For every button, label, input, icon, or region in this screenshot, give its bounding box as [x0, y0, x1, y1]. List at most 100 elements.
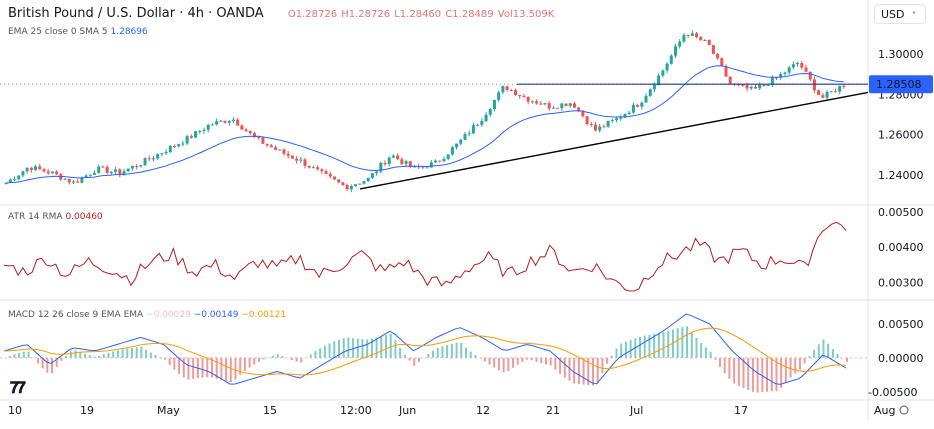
macd-histogram-bar: [352, 338, 355, 358]
macd-histogram-bar: [206, 357, 209, 378]
candle-body: [147, 158, 151, 160]
candle-body: [181, 143, 185, 145]
candle-body: [467, 133, 471, 135]
macd-histogram-bar: [761, 357, 764, 393]
candle-body: [716, 53, 720, 59]
macd-tick: -0.00500: [868, 386, 917, 399]
macd-histogram-bar: [662, 332, 665, 358]
candle-body: [690, 33, 694, 36]
candle-body: [838, 85, 842, 92]
candle-body: [109, 171, 113, 173]
candle-body: [488, 109, 492, 115]
macd-histogram-bar: [643, 335, 646, 358]
candle-body: [151, 158, 155, 160]
macd-histogram-bar: [41, 357, 44, 369]
atr-tick: 0.00300: [878, 276, 924, 289]
ohlc-open: O1.28726: [287, 9, 338, 20]
macd-histogram-bar: [154, 355, 157, 358]
candle-body: [442, 158, 446, 162]
macd-histogram-bar: [723, 357, 726, 374]
macd-histogram-bar: [8, 355, 11, 358]
macd-histogram-bar: [624, 341, 627, 358]
candle-body: [194, 131, 198, 138]
symbol-title[interactable]: British Pound / U.S. Dollar · 4h · OANDA: [8, 6, 264, 21]
atr-legend-label: ATR 14 RMA: [8, 212, 63, 222]
candle-body: [97, 166, 101, 173]
candle-body: [307, 165, 311, 168]
ema-legend[interactable]: EMA 25 close 0 SMA 5 1.28696: [8, 27, 148, 37]
time-label: 12: [476, 404, 490, 417]
candle-body: [514, 90, 518, 96]
candle-body: [434, 160, 438, 163]
candle-body: [800, 62, 804, 68]
tradingview-logo[interactable]: 𝟕𝟕: [10, 378, 26, 397]
macd-histogram-bar: [69, 351, 72, 358]
macd-histogram-bar: [427, 353, 430, 358]
macd-histogram-bar: [389, 333, 392, 358]
macd-histogram-bar: [149, 352, 152, 358]
macd-histogram-bar: [403, 354, 406, 358]
candle-body: [446, 154, 450, 159]
candle-body: [636, 104, 640, 107]
candle-body: [627, 112, 631, 115]
macd-histogram-bar: [178, 357, 181, 374]
macd-histogram-bar: [554, 357, 557, 370]
candle-body: [29, 167, 33, 171]
macd-histogram-bar: [817, 344, 820, 358]
macd-histogram-bar: [530, 357, 533, 361]
macd-histogram-bar: [337, 339, 340, 358]
candle-body: [530, 101, 534, 103]
macd-histogram-bar: [243, 357, 246, 371]
candle-body: [383, 162, 387, 165]
candle-body: [762, 85, 766, 87]
candle-body: [316, 167, 320, 170]
candle-body: [539, 103, 543, 105]
macd-histogram-bar: [79, 352, 82, 358]
candle-body: [640, 102, 644, 107]
macd-histogram-bar: [620, 343, 623, 358]
candle-body: [505, 86, 509, 91]
ohlc-close: C1.28489: [445, 9, 494, 20]
currency-label: USD: [881, 8, 905, 21]
currency-dropdown[interactable]: USD ˅: [874, 4, 926, 24]
atr-value: 0.00460: [65, 212, 103, 222]
atr-legend[interactable]: ATR 14 RMA 0.00460: [8, 212, 103, 222]
macd-histogram-bar: [394, 340, 397, 358]
ohlc-low: L1.28460: [394, 9, 442, 20]
candle-body: [257, 137, 261, 139]
candle-body: [459, 139, 463, 144]
macd-histogram-bar: [65, 355, 68, 358]
macd-histogram-bar: [606, 357, 609, 364]
chevron-down-icon: ˅: [912, 11, 917, 20]
candle-body: [354, 184, 358, 186]
trendline[interactable]: [359, 91, 869, 190]
macd-hist-value: −0.00029: [146, 310, 191, 320]
candle-body: [471, 125, 475, 134]
macd-histogram-bar: [460, 343, 463, 358]
symbol-legend: British Pound / U.S. Dollar · 4h · OANDA…: [8, 6, 554, 21]
macd-histogram-bar: [93, 356, 96, 358]
candle-body: [295, 158, 299, 161]
macd-histogram-bar: [474, 355, 477, 358]
macd-histogram-bar: [333, 341, 336, 358]
macd-histogram-bar: [808, 356, 811, 358]
candle-body: [93, 172, 97, 175]
macd-histogram-bar: [469, 351, 472, 358]
macd-histogram-bar: [225, 357, 228, 382]
candle-body: [711, 45, 715, 54]
candle-body: [231, 119, 235, 122]
candle-body: [581, 110, 585, 117]
candle-body: [631, 104, 635, 113]
macd-histogram-bar: [756, 357, 759, 393]
macd-histogram-bar: [803, 357, 806, 364]
settings-icon[interactable]: [899, 405, 909, 415]
macd-histogram-bar: [361, 339, 364, 358]
candle-body: [173, 146, 177, 148]
candle-body: [240, 125, 244, 130]
candle-body: [598, 126, 602, 131]
candle-body: [568, 103, 572, 107]
candle-body: [594, 124, 598, 131]
macd-legend[interactable]: MACD 12 26 close 9 EMA EMA −0.00029 −0.0…: [8, 310, 286, 320]
macd-histogram-bar: [173, 357, 176, 370]
